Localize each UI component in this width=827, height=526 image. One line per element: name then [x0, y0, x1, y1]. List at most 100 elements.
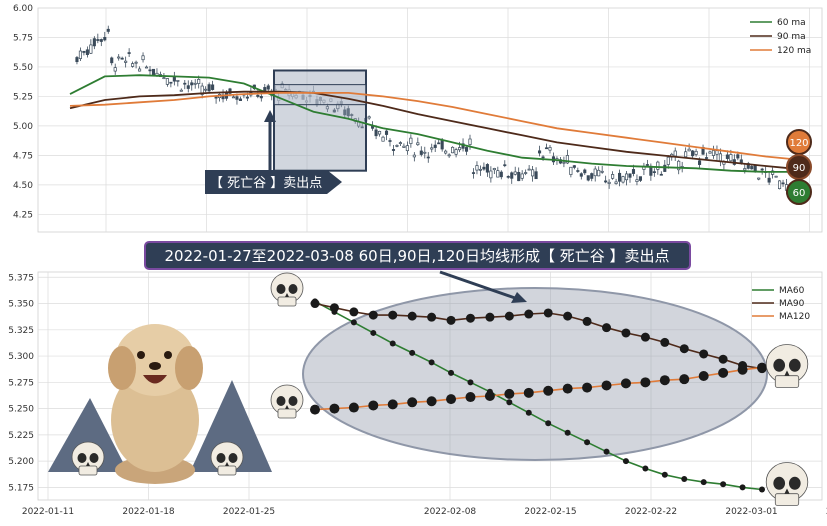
top-line-120-ma — [69, 92, 791, 160]
top-y-tick-label: 4.75 — [13, 151, 33, 161]
top-y-tick-label: 5.50 — [13, 63, 33, 73]
candle-body — [402, 145, 406, 148]
candle-body — [141, 55, 145, 61]
candle-body — [430, 147, 434, 150]
dog-eye-left — [137, 351, 145, 359]
candle-body — [124, 60, 128, 63]
skull-icon — [270, 272, 304, 307]
bottom-point-MA120 — [348, 402, 359, 413]
dog-mouth — [143, 375, 167, 384]
candle-body — [778, 180, 782, 190]
top-line-60-ma — [69, 74, 790, 173]
candle-body — [346, 108, 350, 117]
callout-label-box — [205, 170, 342, 194]
candle-body — [325, 106, 329, 110]
legend-label-90ma: 90 ma — [777, 32, 806, 42]
bottom-point-MA60 — [564, 429, 571, 436]
bottom-point-MA120 — [757, 362, 767, 373]
bottom-point-MA120 — [737, 364, 748, 375]
top-x-grid — [105, 8, 810, 232]
candle-body — [478, 168, 482, 171]
candle-body — [684, 151, 688, 158]
candle-body — [85, 49, 89, 55]
candle-body — [593, 168, 597, 177]
candle-body — [228, 88, 232, 94]
bottom-point-MA60 — [467, 379, 474, 386]
candle-body — [513, 171, 517, 175]
candle-body — [635, 179, 639, 182]
bottom-point-MA90 — [602, 323, 612, 333]
candle-body — [760, 168, 764, 171]
bottom-x-tick-label: 2022-03-08 — [826, 507, 827, 517]
bottom-y-ticks: 5.175 5.200 5.225 5.250 5.275 5.300 5.325 5.350… — [8, 273, 34, 493]
candle-body — [398, 142, 402, 144]
candle-body — [677, 160, 681, 171]
bottom-y-tick-label: 5.225 — [8, 431, 34, 441]
top-legend: 60 ma 90 ma 120 ma — [750, 18, 811, 56]
candle-body — [524, 172, 528, 174]
bottom-point-MA90 — [504, 311, 514, 321]
bottom-point-MA120 — [562, 383, 573, 394]
bottom-point-MA90 — [427, 312, 437, 322]
candle-body — [725, 154, 729, 159]
legend-label-MA60: MA60 — [779, 286, 805, 296]
banner-box — [144, 241, 691, 270]
candle-body — [409, 137, 413, 144]
candle-body — [600, 170, 604, 173]
candle-body — [645, 164, 649, 166]
bottom-point-MA60 — [409, 349, 416, 356]
candle-body — [663, 164, 667, 172]
candle-body — [590, 173, 594, 179]
dog-ear-right — [175, 346, 203, 390]
candle-body — [89, 44, 93, 54]
candle-body — [541, 156, 545, 159]
candle-body — [179, 89, 183, 92]
cartoon-dog-illustration — [48, 324, 272, 484]
candle-body — [757, 177, 761, 180]
candle-body — [698, 160, 702, 165]
bottom-point-MA120 — [679, 374, 690, 385]
candle-body — [604, 180, 608, 183]
candle-body — [332, 109, 336, 113]
bottom-ma-lines — [310, 298, 767, 493]
bottom-point-MA90 — [310, 299, 320, 309]
banner-arrow-head — [511, 292, 527, 303]
bottom-line-MA60 — [314, 300, 763, 491]
candle-body — [106, 28, 110, 32]
candle-body — [708, 151, 712, 154]
bottom-x-tick-label: 2022-01-25 — [223, 507, 275, 517]
top-y-ticks: 4.25 4.50 4.75 5.00 5.25 5.50 5.75 6.00 — [13, 4, 33, 220]
candle-body — [172, 77, 176, 82]
candle-body — [211, 84, 215, 90]
top-y-tick-label: 4.25 — [13, 210, 33, 220]
candle-body — [711, 150, 716, 156]
candle-body — [151, 68, 156, 76]
candle-body — [113, 67, 117, 72]
bottom-point-MA60 — [681, 475, 688, 482]
bottom-point-MA60 — [506, 399, 513, 406]
bottom-y-tick-label: 5.250 — [8, 405, 34, 415]
mountain-left — [48, 398, 128, 472]
badge-120-label: 120 — [789, 138, 808, 149]
bottom-y-tick-label: 5.350 — [8, 300, 34, 310]
candle-body — [235, 96, 239, 100]
candle-body — [423, 151, 427, 154]
top-y-tick-label: 5.25 — [13, 92, 33, 102]
candle-body — [99, 39, 103, 42]
candle-body — [148, 69, 152, 72]
candle-body — [520, 173, 524, 179]
candle-body — [659, 173, 663, 176]
candle-body — [767, 177, 771, 183]
candle-body — [134, 61, 138, 64]
candle-body — [419, 150, 423, 155]
callout-label: 【 死亡谷 】卖出点 — [210, 176, 322, 191]
bottom-point-MA60 — [350, 319, 357, 326]
dog-body — [111, 368, 199, 472]
bottom-y-tick-label: 5.375 — [8, 273, 34, 283]
bottom-point-MA60 — [720, 481, 727, 488]
bottom-point-MA90 — [524, 309, 534, 319]
bottom-point-MA60 — [759, 486, 765, 493]
candle-body — [131, 63, 135, 67]
top-line-90-ma — [69, 90, 791, 170]
